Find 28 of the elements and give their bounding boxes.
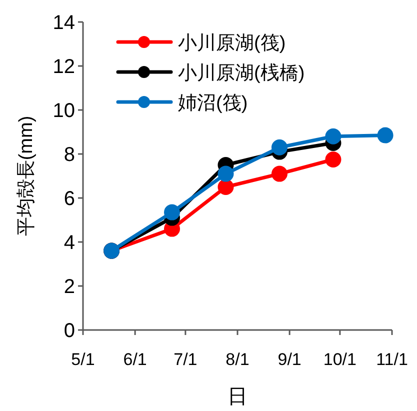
y-tick-label: 8 xyxy=(64,144,75,166)
point xyxy=(218,166,234,182)
x-axis-title: 日 xyxy=(228,386,248,408)
y-axis-title: 平均殻長(mm) xyxy=(16,116,37,236)
x-tick-label: 8/1 xyxy=(226,350,250,369)
x-tick-label: 6/1 xyxy=(123,350,147,369)
y-tick-label: 12 xyxy=(52,56,75,78)
x-tick-label: 5/1 xyxy=(71,350,95,369)
x-tick-label: 9/1 xyxy=(278,350,302,369)
y-tick-label: 4 xyxy=(64,232,75,254)
point xyxy=(325,152,342,168)
y-tick-label: 6 xyxy=(64,188,75,210)
point xyxy=(271,139,288,156)
y-tick-label: 10 xyxy=(52,100,75,122)
point xyxy=(377,127,394,144)
x-tick-label: 7/1 xyxy=(174,350,198,369)
x-tick-label: 10/1 xyxy=(323,350,356,369)
legend-label: 小川原湖(筏) xyxy=(178,33,286,54)
point xyxy=(271,166,288,182)
point xyxy=(325,128,342,144)
legend-label: 小川原湖(桟橋) xyxy=(178,63,305,84)
legend-label: 姉沼(筏) xyxy=(178,93,248,114)
point xyxy=(218,179,234,195)
y-tick-label: 14 xyxy=(52,12,75,34)
point xyxy=(164,204,180,220)
y-tick-label: 0 xyxy=(64,320,75,342)
x-tick-label: 11/1 xyxy=(376,350,408,369)
y-tick-label: 2 xyxy=(64,276,75,298)
